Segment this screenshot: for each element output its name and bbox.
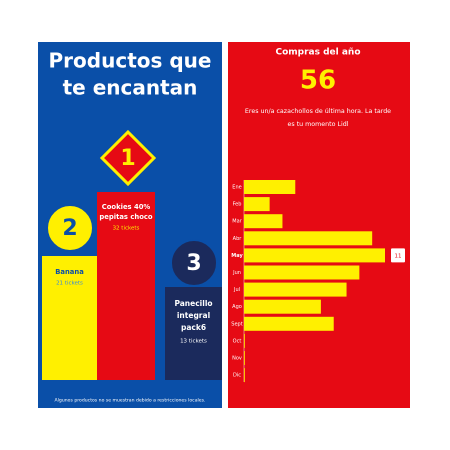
category-label: Jun: [232, 270, 241, 276]
subtitle: es tu momento Lidl: [288, 121, 349, 128]
rank-badge: [99, 129, 157, 187]
rank-badge: [170, 239, 218, 287]
category-label: Jul: [233, 287, 240, 293]
bar: [244, 180, 296, 194]
footer: Algunos productos no se muestran debido …: [55, 398, 206, 404]
ticket-count: 21 tickets: [56, 281, 83, 287]
category-label: Mar: [232, 219, 242, 225]
ticket-count: 32 tickets: [113, 226, 140, 232]
category-label: Ene: [232, 185, 241, 191]
bar: [244, 265, 360, 280]
podium-bar: [42, 256, 97, 380]
total: 56: [300, 66, 336, 96]
bar: [244, 351, 245, 365]
ticket-count: 13 tickets: [180, 339, 207, 345]
bar: [244, 282, 347, 297]
subtitle: Eres un/a cazachollos de última hora. La…: [245, 107, 391, 115]
category-label: Ago: [232, 304, 242, 310]
rank-number: 3: [186, 251, 201, 276]
product-name: Cookies 40%: [102, 203, 151, 211]
product-name: pack6: [181, 323, 206, 332]
bar: [244, 214, 283, 229]
rank-number: 2: [62, 216, 77, 241]
title: Productos que: [49, 49, 212, 73]
rank-badge: [46, 204, 94, 252]
category-label: Abr: [233, 236, 243, 242]
podium-bar: [165, 287, 222, 380]
value-label: 11: [395, 253, 402, 259]
category-label: Dic: [233, 373, 241, 379]
category-label: May: [231, 253, 243, 259]
product-name: Banana: [55, 268, 84, 276]
value-label-box: [391, 248, 405, 263]
bar: [244, 316, 334, 331]
product-name: integral: [177, 311, 210, 320]
bar: [244, 248, 385, 263]
bar: [244, 197, 270, 212]
product-name: pepitas choco: [99, 213, 152, 221]
category-label: Sept: [231, 321, 242, 327]
bar: [244, 231, 373, 246]
product-name: Panecillo: [174, 299, 212, 308]
category-label: Feb: [233, 202, 242, 208]
podium-bar: [97, 192, 155, 380]
category-label: Oct: [233, 338, 242, 344]
chart-title: Compras del año: [275, 48, 360, 58]
bar: [244, 368, 245, 383]
rank-number: 1: [120, 146, 135, 171]
title: te encantan: [63, 76, 198, 100]
bar: [244, 333, 245, 348]
bar: [244, 299, 321, 314]
category-label: Nov: [232, 356, 242, 362]
